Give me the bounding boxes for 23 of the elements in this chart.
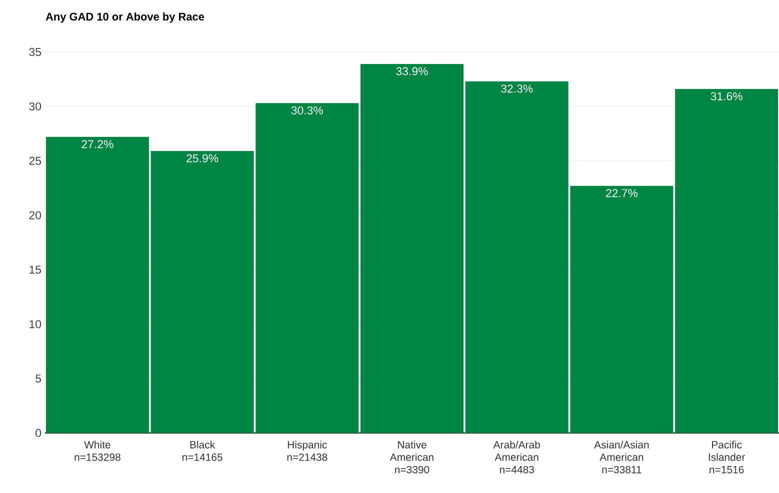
y-tick-label: 10 (30, 320, 42, 328)
y-tick-label: 0 (36, 428, 42, 438)
y-tick-label: 25 (29, 156, 42, 165)
data-label: 30.3% (291, 106, 323, 114)
data-label: 33.9% (396, 67, 428, 76)
x-tick-label: Black n=14165 (182, 440, 222, 461)
x-tick-label: Asian/Asian American n=33811 (594, 440, 649, 474)
x-tick-label: Hispanic n=21438 (287, 440, 328, 461)
data-label: 22.7% (606, 189, 638, 198)
data-label: 27.2% (82, 140, 114, 148)
y-tick-label: 5 (36, 374, 42, 383)
y-tick-label: 15 (30, 266, 42, 274)
data-label: 32.3% (501, 84, 533, 93)
x-tick-label: Arab/Arab American n=4483 (493, 440, 540, 474)
x-tick-label: White n=153298 (74, 440, 120, 461)
x-tick-label: Native American n=3390 (390, 440, 434, 474)
data-label: 25.9% (186, 154, 218, 162)
x-tick-label: Pacific Islander n=1516 (708, 440, 745, 474)
y-tick-label: 30 (29, 102, 42, 110)
y-tick-label: 20 (29, 211, 42, 220)
y-tick-label: 35 (29, 48, 42, 56)
data-label: 31.6% (710, 92, 742, 100)
chart-title: Any GAD 10 or Above by Race (46, 12, 204, 23)
